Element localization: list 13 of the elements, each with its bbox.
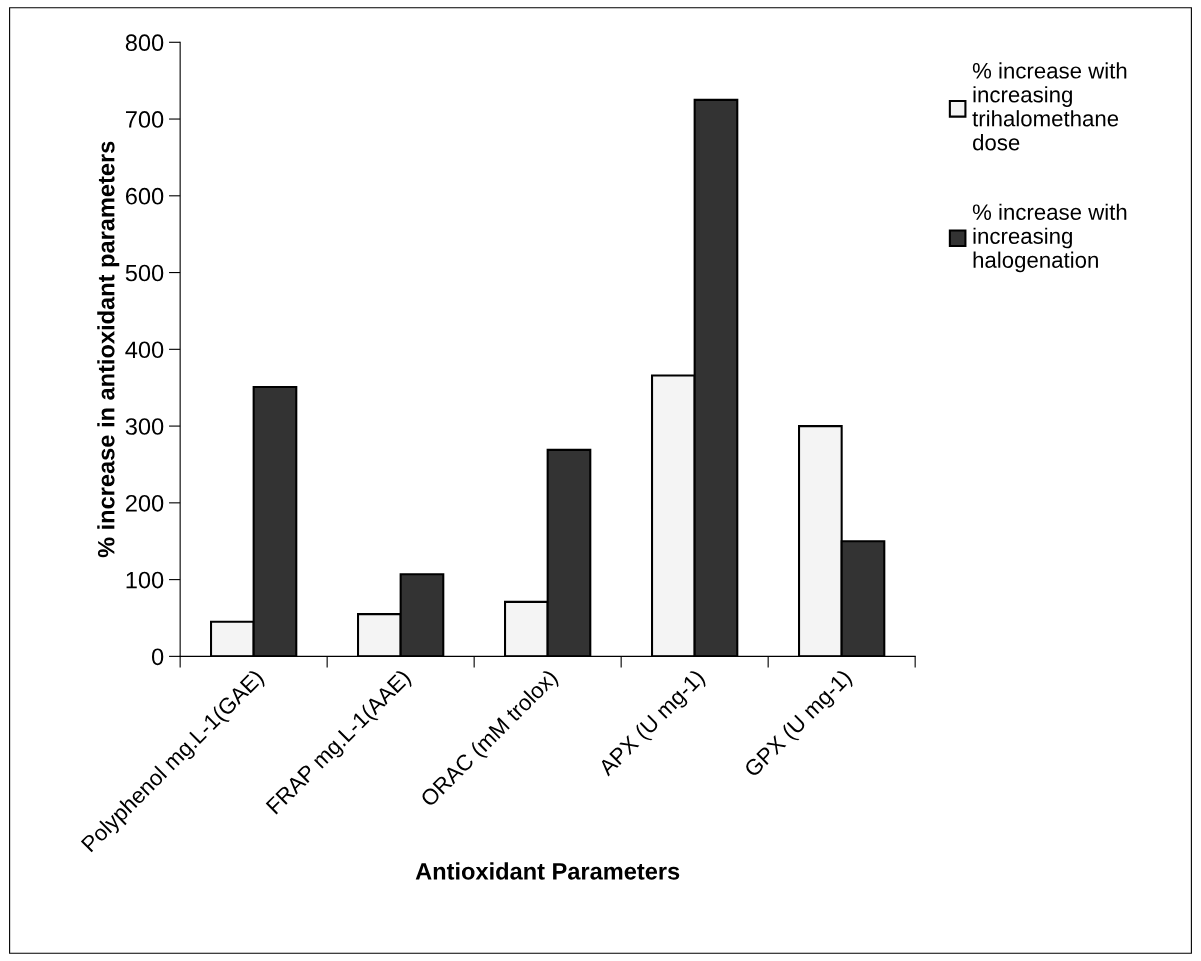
legend-label: % increase with increasing trihalomethane dose [972, 62, 1127, 151]
y-tick-label: 0 [151, 648, 164, 666]
y-tick-label: 500 [125, 264, 164, 282]
y-tick-label: 300 [125, 418, 164, 435]
x-axis-title: Antioxidant Parameters [415, 862, 680, 880]
y-tick-label: 800 [125, 34, 164, 52]
y-tick-label: 400 [125, 341, 164, 359]
y-axis-title: % increase in antioxidant parameters [97, 141, 120, 558]
y-tick-label: 600 [125, 187, 164, 205]
y-tick-label: 700 [126, 111, 164, 128]
y-tick-label: 200 [125, 494, 164, 512]
y-tick-label: 100 [126, 571, 164, 589]
legend-label: % increase with increasing halogenation [972, 203, 1127, 273]
